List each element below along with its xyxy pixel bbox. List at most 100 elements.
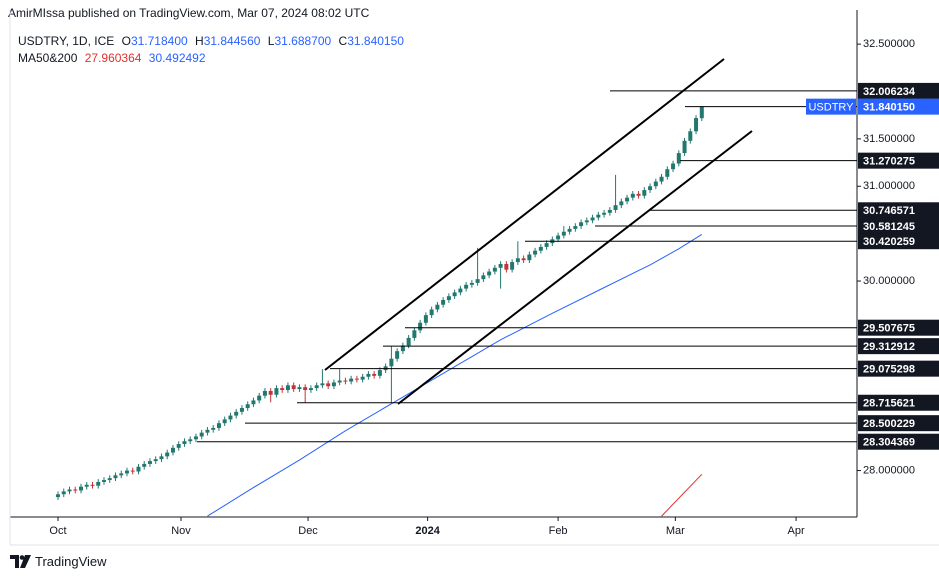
candle-body <box>590 217 595 221</box>
candle-body <box>67 489 72 492</box>
candle-body <box>96 481 101 486</box>
x-tick-label: Dec <box>298 525 318 537</box>
candle-body <box>55 494 60 498</box>
candle-body <box>78 486 83 491</box>
candle-body <box>228 415 233 420</box>
candle-body <box>124 470 129 474</box>
last-price-tag: USDTRY <box>808 102 854 114</box>
candle-body <box>331 382 336 387</box>
candle-body <box>619 201 624 206</box>
ohlc-key: H <box>195 34 204 48</box>
candle-body <box>527 254 532 261</box>
y-tick-label: 28.000000 <box>863 464 915 476</box>
brand: TradingView <box>35 554 107 569</box>
published-line: AmirMIssa published on TradingView.com, … <box>8 6 370 20</box>
candle-body <box>538 246 543 251</box>
candle-body <box>533 250 538 255</box>
candle-body <box>412 330 417 338</box>
candle-body <box>400 345 405 352</box>
candle-body <box>216 423 221 428</box>
channel-lower <box>397 130 753 405</box>
candle-body <box>481 275 486 280</box>
candle-body <box>343 380 348 382</box>
candle-body <box>688 131 693 141</box>
x-tick-label: Feb <box>549 525 568 537</box>
candle-body <box>441 299 446 305</box>
level-label: 29.507675 <box>863 323 915 335</box>
candle-body <box>544 243 549 247</box>
level-label: 30.746571 <box>863 205 915 217</box>
candle-body <box>446 296 451 300</box>
last-price-label: 31.840150 <box>863 102 915 114</box>
ohlc-key: L <box>267 34 275 48</box>
candle-body <box>73 489 78 491</box>
candle-body <box>418 322 423 331</box>
level-label: 29.312912 <box>863 341 915 353</box>
level-label-bg <box>858 338 939 355</box>
candle-body <box>84 484 89 487</box>
level-label-bg <box>858 433 939 450</box>
candle-body <box>101 480 106 482</box>
ma-value: 27.960364 <box>84 51 142 65</box>
candle-body <box>107 478 112 481</box>
x-tick-label: 2024 <box>415 525 440 537</box>
candle-body <box>262 390 267 396</box>
candle-body <box>579 222 584 227</box>
candle-body <box>699 106 704 119</box>
level-label-bg <box>858 394 939 411</box>
candle-body <box>642 190 647 196</box>
level-label: 31.270275 <box>863 156 915 168</box>
candle-body <box>682 140 687 154</box>
candle-body <box>607 209 612 213</box>
candle-body <box>429 309 434 316</box>
candle-body <box>130 470 135 472</box>
candle-body <box>487 271 492 276</box>
candle-body <box>337 380 342 383</box>
candle-body <box>308 388 313 391</box>
candle-body <box>676 153 681 164</box>
candle-body <box>584 220 589 223</box>
level-label-bg <box>858 202 939 219</box>
level-label: 32.006234 <box>863 86 916 98</box>
candle-body <box>464 284 469 289</box>
level-label: 29.075298 <box>863 364 915 376</box>
candle-body <box>504 263 509 270</box>
candle-body <box>303 387 308 391</box>
candle-body <box>274 388 279 395</box>
candle-body <box>182 441 187 445</box>
candle-body <box>234 411 239 416</box>
x-tick-label: Apr <box>788 525 805 537</box>
candle-body <box>366 373 371 377</box>
x-tick-label: Oct <box>49 525 66 537</box>
candle-body <box>602 212 607 215</box>
candle-body <box>475 279 480 283</box>
ohlc-value: 31.840150 <box>347 34 404 48</box>
candle-body <box>389 358 394 367</box>
candle-body <box>193 436 198 440</box>
candle-body <box>452 292 457 297</box>
candle-body <box>625 197 630 202</box>
ma-value: 30.492492 <box>148 51 206 65</box>
ma-legend: MA50&200 27.960364 30.492492 <box>18 51 206 65</box>
candle-body <box>567 228 572 232</box>
candle-body <box>498 263 503 268</box>
candle-body <box>395 351 400 359</box>
level-label-bg <box>858 319 939 336</box>
candle-body <box>694 118 699 132</box>
candle-body <box>406 337 411 346</box>
level-label-bg <box>858 82 939 99</box>
y-tick-label: 30.000000 <box>863 275 915 287</box>
candle-body <box>188 439 193 442</box>
candle-body <box>435 304 440 310</box>
ohlc-key: C <box>338 34 348 48</box>
level-label: 30.420259 <box>863 236 915 248</box>
candle-body <box>492 267 497 272</box>
candle-body <box>211 427 216 430</box>
ohlc-key: O <box>121 34 131 48</box>
candle-body <box>165 452 170 457</box>
moving-average <box>661 473 703 517</box>
channel-upper <box>324 58 725 371</box>
candle-body <box>648 186 653 191</box>
level-label: 28.304369 <box>863 437 915 449</box>
